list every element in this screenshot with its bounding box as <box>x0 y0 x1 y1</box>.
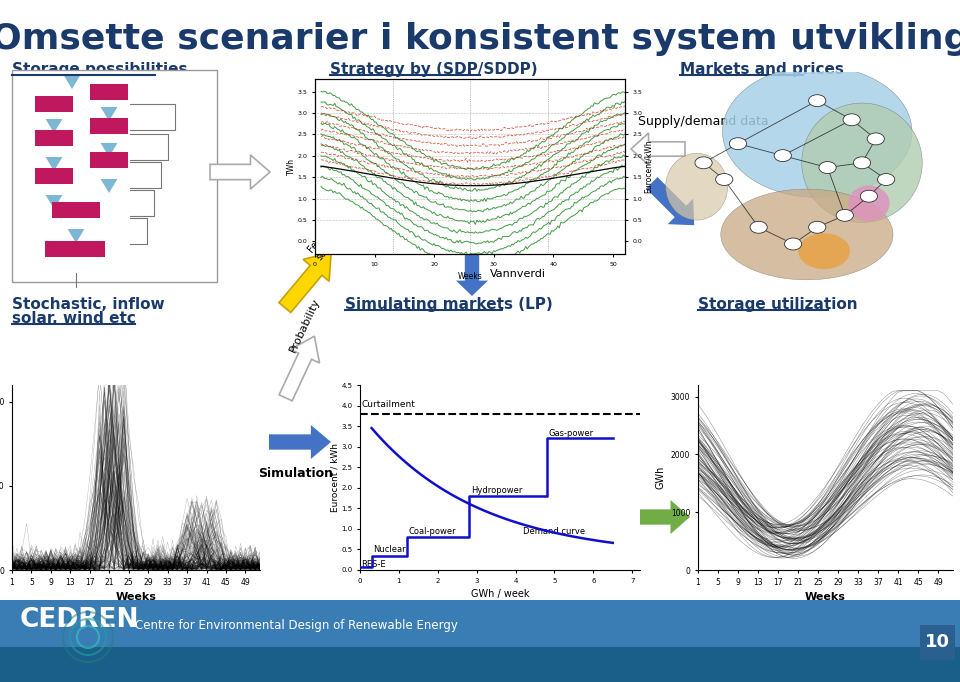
Y-axis label: Eurocent / kWh: Eurocent / kWh <box>331 443 340 512</box>
Ellipse shape <box>802 103 923 222</box>
FancyBboxPatch shape <box>0 600 960 682</box>
Polygon shape <box>46 195 62 209</box>
FancyBboxPatch shape <box>90 152 128 168</box>
Text: Storage possibilities: Storage possibilities <box>12 62 187 77</box>
FancyBboxPatch shape <box>90 84 128 100</box>
Text: solar, wind etc: solar, wind etc <box>12 311 136 326</box>
Text: Centre for Environmental Design of Renewable Energy: Centre for Environmental Design of Renew… <box>135 619 458 632</box>
Text: Vannverdi: Vannverdi <box>490 269 546 279</box>
Polygon shape <box>630 500 690 534</box>
Circle shape <box>819 162 836 173</box>
X-axis label: Weeks: Weeks <box>115 592 156 602</box>
Polygon shape <box>46 157 62 171</box>
Text: Curtailment: Curtailment <box>362 400 416 409</box>
X-axis label: Weeks: Weeks <box>458 272 482 281</box>
Polygon shape <box>210 155 270 189</box>
FancyBboxPatch shape <box>45 241 105 257</box>
Text: Simulation: Simulation <box>258 467 333 480</box>
Ellipse shape <box>849 186 890 221</box>
Ellipse shape <box>721 189 893 280</box>
Polygon shape <box>279 336 320 401</box>
Text: Gas-power: Gas-power <box>548 428 593 438</box>
Circle shape <box>860 190 877 202</box>
Y-axis label: Eurocent/kWh: Eurocent/kWh <box>644 140 653 193</box>
Y-axis label: TWh: TWh <box>287 158 296 175</box>
FancyBboxPatch shape <box>12 70 217 282</box>
Circle shape <box>836 209 853 221</box>
X-axis label: GWh / week: GWh / week <box>470 589 529 599</box>
Text: Omsette scenarier i konsistent system utvikling: Omsette scenarier i konsistent system ut… <box>0 22 960 56</box>
Text: Coal-power: Coal-power <box>409 527 456 536</box>
Text: Markets and prices: Markets and prices <box>680 62 844 77</box>
Circle shape <box>715 173 732 186</box>
Text: Feasible
solution: Feasible solution <box>305 218 348 262</box>
Text: Probability: Probability <box>287 297 322 354</box>
Y-axis label: GWh: GWh <box>656 466 665 489</box>
Circle shape <box>750 221 767 233</box>
Circle shape <box>853 157 871 168</box>
Polygon shape <box>101 179 117 193</box>
Polygon shape <box>456 252 488 296</box>
Circle shape <box>877 173 895 186</box>
Ellipse shape <box>665 153 728 220</box>
Polygon shape <box>279 252 331 312</box>
Polygon shape <box>631 133 685 165</box>
Circle shape <box>808 95 826 106</box>
Polygon shape <box>101 143 117 157</box>
Polygon shape <box>646 177 694 225</box>
FancyBboxPatch shape <box>90 118 128 134</box>
Text: 10: 10 <box>924 633 949 651</box>
Text: Strategy by (SDP/SDDP): Strategy by (SDP/SDDP) <box>330 62 538 77</box>
Text: Supply/demand data: Supply/demand data <box>638 115 769 128</box>
Text: RES-E: RES-E <box>361 560 385 569</box>
Circle shape <box>774 149 791 162</box>
Text: Demand curve: Demand curve <box>523 527 586 536</box>
Circle shape <box>843 114 860 125</box>
FancyBboxPatch shape <box>0 647 960 682</box>
Text: Stochastic, inflow: Stochastic, inflow <box>12 297 164 312</box>
Circle shape <box>808 221 826 233</box>
FancyBboxPatch shape <box>35 96 73 112</box>
Text: System operation: System operation <box>700 525 817 538</box>
Circle shape <box>867 133 884 145</box>
FancyBboxPatch shape <box>35 168 73 184</box>
Polygon shape <box>67 229 84 243</box>
FancyBboxPatch shape <box>920 625 955 660</box>
Polygon shape <box>101 107 117 121</box>
Ellipse shape <box>799 233 850 269</box>
Circle shape <box>784 238 802 250</box>
Text: Hydropower: Hydropower <box>470 486 522 494</box>
Text: CEDREN: CEDREN <box>20 607 139 633</box>
Polygon shape <box>46 119 62 133</box>
Text: Simulating markets (LP): Simulating markets (LP) <box>345 297 553 312</box>
Text: Storage utilization: Storage utilization <box>698 297 857 312</box>
Polygon shape <box>63 75 81 89</box>
FancyBboxPatch shape <box>52 202 100 218</box>
FancyBboxPatch shape <box>35 130 73 146</box>
Polygon shape <box>269 425 331 459</box>
X-axis label: Weeks: Weeks <box>805 592 846 602</box>
Circle shape <box>730 138 747 149</box>
Circle shape <box>695 157 712 168</box>
Ellipse shape <box>723 66 912 197</box>
Text: Nuclear: Nuclear <box>373 546 406 554</box>
